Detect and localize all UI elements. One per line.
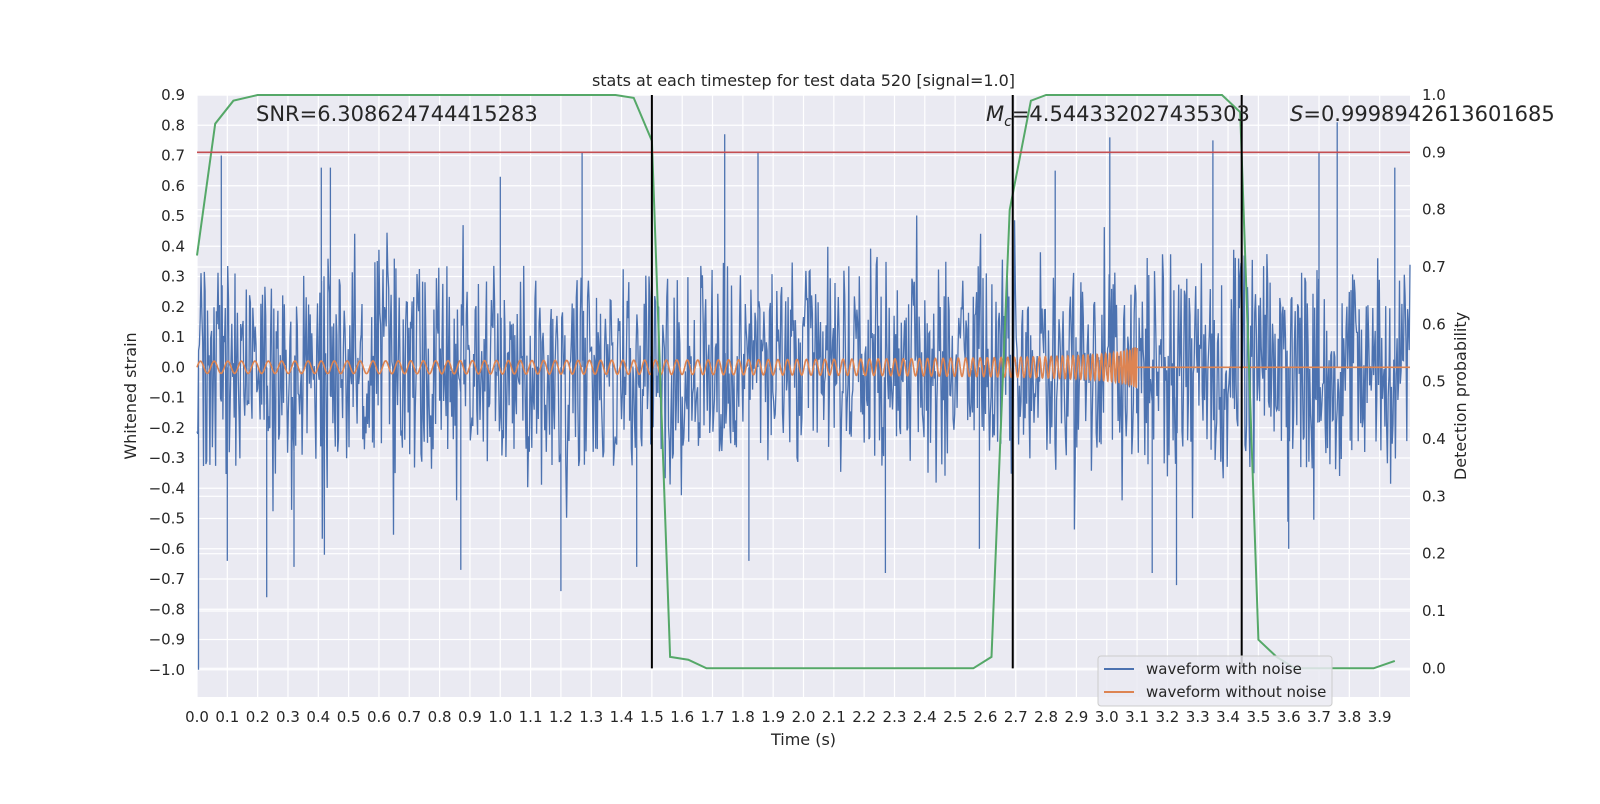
- clean-waveform-path: [196, 347, 1410, 388]
- y-right-tick-label: 0.3: [1422, 487, 1446, 505]
- x-tick-label: 1.2: [549, 708, 573, 726]
- x-tick-label: 3.8: [1337, 708, 1361, 726]
- annotation-s-value: =0.9998942613601685: [1303, 102, 1554, 126]
- y-left-tick-label: −1.0: [149, 661, 185, 679]
- y-left-tick-label: −0.8: [149, 600, 185, 618]
- y-left-tick-label: −0.2: [149, 419, 185, 437]
- x-tick-label: 2.8: [1034, 708, 1058, 726]
- y-right-tick-label: 0.2: [1422, 545, 1446, 563]
- x-tick-label: 3.4: [1216, 708, 1240, 726]
- legend-box: [1097, 655, 1333, 707]
- y-left-tick-label: 0.0: [161, 358, 185, 376]
- y-axis-right-label: Detection probability: [1451, 312, 1470, 480]
- annotation-mc-symbol: M: [986, 102, 1004, 126]
- x-tick-label: 2.2: [852, 708, 876, 726]
- y-left-tick-label: 0.9: [161, 86, 185, 104]
- y-left-tick-label: −0.3: [149, 449, 185, 467]
- x-tick-label: 3.1: [1125, 708, 1149, 726]
- y-right-tick-label: 0.1: [1422, 602, 1446, 620]
- x-axis-ticks: 0.0 0.1 0.2 0.3 0.4 0.5 0.6 0.7 0.8 0.9 1.0 1.1 1.2 1…: [185, 708, 1392, 726]
- x-tick-label: 3.6: [1277, 708, 1301, 726]
- chart-title: stats at each timestep for test data 520…: [592, 71, 1015, 90]
- y-left-tick-label: −0.9: [149, 631, 185, 649]
- x-tick-label: 3.3: [1186, 708, 1210, 726]
- x-tick-label: 1.3: [579, 708, 603, 726]
- x-tick-label: 1.8: [731, 708, 755, 726]
- annotation-s-symbol: S: [1290, 102, 1303, 126]
- y-right-tick-label: 0.6: [1422, 315, 1446, 333]
- x-tick-label: 1.7: [701, 708, 725, 726]
- x-tick-label: 0.2: [246, 708, 270, 726]
- annotation-mc-value: =4.544332027435303: [1012, 102, 1250, 126]
- y-right-tick-label: 0.8: [1422, 201, 1446, 219]
- series-detection-probability: [196, 94, 1396, 670]
- y-left-tick-label: −0.1: [149, 389, 185, 407]
- x-tick-label: 2.4: [913, 708, 937, 726]
- y-right-tick-label: 0.7: [1422, 258, 1446, 276]
- x-tick-label: 2.9: [1064, 708, 1088, 726]
- x-tick-label: 0.4: [306, 708, 330, 726]
- x-tick-label: 1.9: [761, 708, 785, 726]
- y-right-tick-label: 0.9: [1422, 143, 1446, 161]
- x-tick-label: 0.0: [185, 708, 209, 726]
- y-left-tick-label: −0.5: [149, 510, 185, 528]
- x-tick-label: 3.7: [1307, 708, 1331, 726]
- x-tick-label: 3.0: [1095, 708, 1119, 726]
- y-left-tick-label: 0.6: [161, 177, 185, 195]
- x-tick-label: 0.3: [276, 708, 300, 726]
- x-axis-label: Time (s): [770, 730, 836, 749]
- y-left-tick-label: 0.4: [161, 237, 185, 255]
- x-tick-label: 1.6: [670, 708, 694, 726]
- x-tick-label: 0.7: [397, 708, 421, 726]
- x-tick-label: 2.0: [792, 708, 816, 726]
- x-tick-label: 2.5: [943, 708, 967, 726]
- y-left-tick-label: −0.7: [149, 570, 185, 588]
- x-tick-label: 1.1: [519, 708, 543, 726]
- x-tick-label: 2.3: [883, 708, 907, 726]
- annotation-mc-subscript: c: [1004, 114, 1012, 130]
- x-tick-label: 0.5: [337, 708, 361, 726]
- y-left-tick-label: 0.7: [161, 147, 185, 165]
- x-tick-label: 3.5: [1246, 708, 1270, 726]
- y-left-tick-label: 0.3: [161, 268, 185, 286]
- y-right-tick-label: 0.4: [1422, 430, 1446, 448]
- y-left-tick-label: −0.4: [149, 479, 185, 497]
- legend: waveform with noise waveform without noi…: [1097, 655, 1333, 707]
- y-axis-left-label: Whitened strain: [121, 332, 140, 459]
- x-tick-label: 2.6: [974, 708, 998, 726]
- series-waveform-with-noise: [196, 122, 1411, 670]
- annotation-snr: SNR=6.308624744415283: [256, 102, 538, 126]
- x-tick-label: 3.2: [1155, 708, 1179, 726]
- annotation-score: S=0.9998942613601685: [1290, 102, 1555, 126]
- annotation-chirp-mass: Mc=4.544332027435303: [986, 102, 1250, 130]
- y-right-tick-label: 1.0: [1422, 86, 1446, 104]
- x-tick-label: 1.4: [610, 708, 634, 726]
- x-tick-label: 2.7: [1004, 708, 1028, 726]
- y-axis-right-ticks: 1.0 0.9 0.8 0.7 0.6 0.5 0.4 0.3 0.2 0.1 0.0: [1422, 86, 1446, 677]
- y-right-tick-label: 0.5: [1422, 373, 1446, 391]
- y-left-tick-label: 0.2: [161, 298, 185, 316]
- x-tick-label: 0.6: [367, 708, 391, 726]
- legend-label-noise: waveform with noise: [1146, 660, 1302, 678]
- x-tick-label: 3.9: [1368, 708, 1392, 726]
- y-left-tick-label: 0.5: [161, 207, 185, 225]
- y-left-tick-label: 0.8: [161, 116, 185, 134]
- x-tick-label: 0.1: [215, 708, 239, 726]
- y-left-tick-label: 0.1: [161, 328, 185, 346]
- y-left-tick-label: −0.6: [149, 540, 185, 558]
- series-waveform-without-noise: [196, 347, 1410, 388]
- y-axis-left-ticks: 0.9 0.8 0.7 0.6 0.5 0.4 0.3 0.2 0.1 0.0 −0.1 −0.2 −0…: [149, 86, 185, 679]
- legend-label-clean: waveform without noise: [1146, 683, 1326, 701]
- x-tick-label: 1.0: [488, 708, 512, 726]
- x-tick-label: 0.9: [458, 708, 482, 726]
- vertical-markers: [650, 95, 1243, 669]
- x-tick-label: 2.1: [822, 708, 846, 726]
- noise-waveform-path: [196, 122, 1411, 670]
- y-right-tick-label: 0.0: [1422, 659, 1446, 677]
- x-tick-label: 1.5: [640, 708, 664, 726]
- probability-line: [196, 94, 1396, 670]
- x-tick-label: 0.8: [428, 708, 452, 726]
